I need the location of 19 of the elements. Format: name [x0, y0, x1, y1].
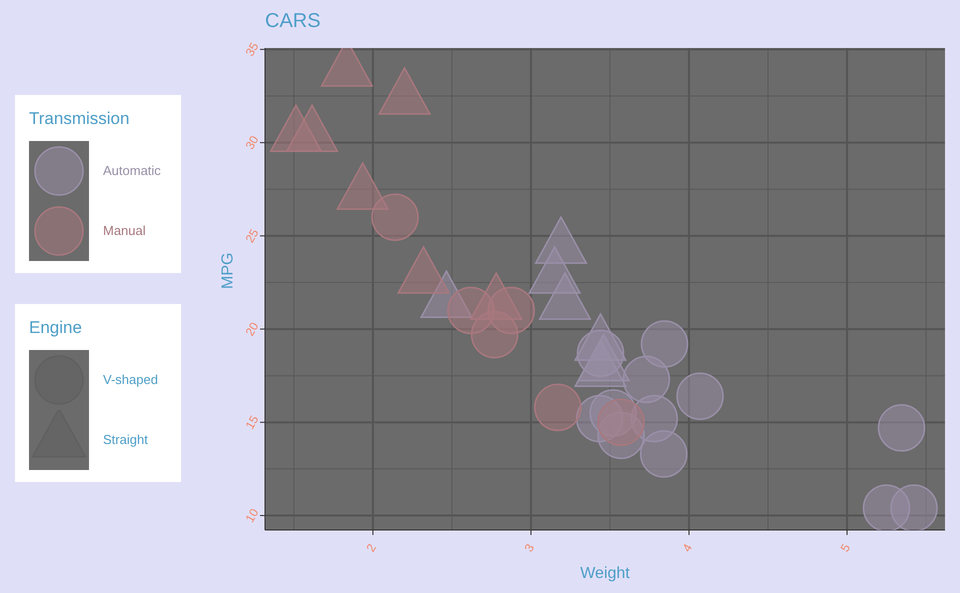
y-axis-title: MPG — [220, 252, 237, 289]
chart-title: CARS — [265, 10, 321, 33]
x-tick-label: 3 — [522, 541, 538, 554]
y-tick-label: 25 — [242, 226, 262, 246]
y-tick-label: 15 — [242, 412, 262, 432]
legend-title: Transmission — [29, 109, 130, 129]
text: Straight — [103, 432, 148, 447]
x-axis-title: Weight — [580, 565, 630, 582]
y-tick-label: 35 — [242, 40, 262, 59]
x-tick-label: 2 — [364, 541, 380, 554]
text: Automatic — [103, 163, 161, 178]
y-tick-label: 10 — [242, 506, 262, 525]
text: V-shaped — [103, 372, 158, 387]
y-tick-label: 20 — [242, 320, 262, 338]
y-tick-label: 30 — [242, 133, 262, 152]
x-tick-label: 4 — [680, 541, 696, 554]
text: Engine — [29, 318, 82, 338]
text: Manual — [103, 223, 146, 238]
x-tick-label: 5 — [838, 541, 854, 554]
